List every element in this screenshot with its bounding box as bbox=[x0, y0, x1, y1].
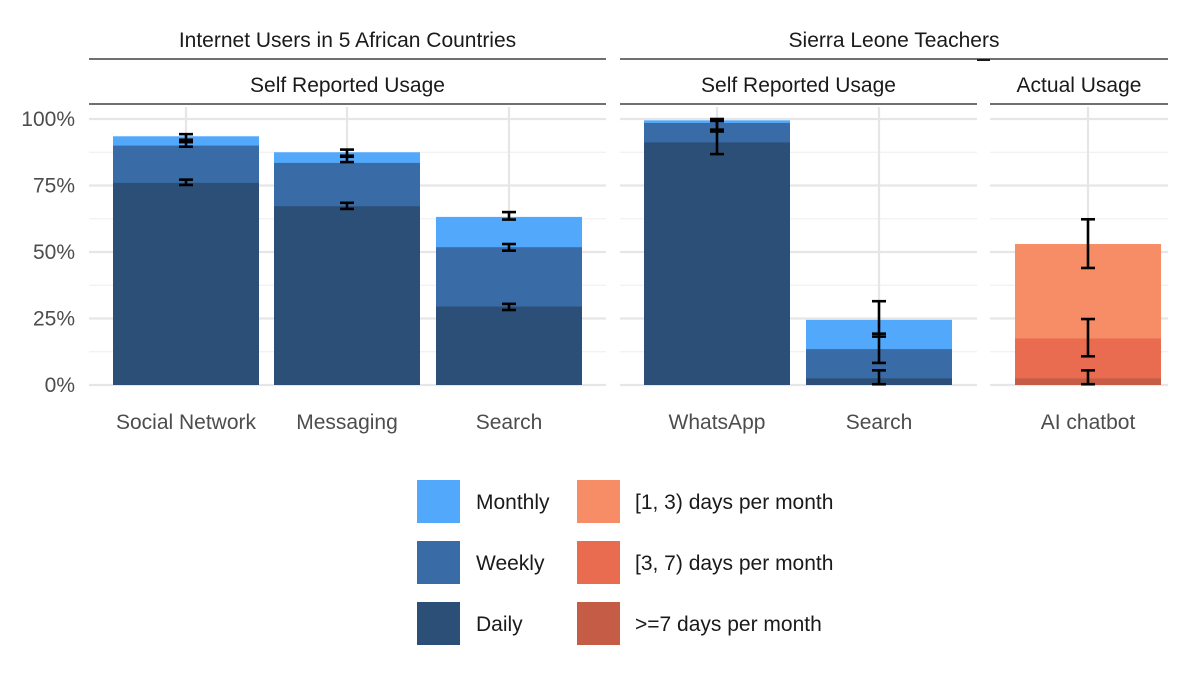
legend-label-7-days-per-month: >=7 days per month bbox=[635, 613, 822, 636]
y-tick-label-75: 75% bbox=[33, 175, 75, 198]
y-tick-label-0: 0% bbox=[45, 374, 75, 397]
error-bar-ai-chatbot-3-7-days-per-month bbox=[1081, 317, 1095, 358]
bar-group-self-reported-usage-search bbox=[806, 299, 952, 386]
header-title-1: Sierra Leone Teachers bbox=[789, 29, 1000, 52]
x-tick-label-search: Search bbox=[846, 411, 913, 434]
legend-label-3-7-days-per-month: [3, 7) days per month bbox=[635, 552, 833, 575]
legend-swatch-1-3-days-per-month bbox=[577, 480, 620, 523]
legend-item-weekly: Weekly bbox=[417, 541, 545, 584]
bar-messaging-daily bbox=[274, 206, 420, 385]
error-bar-messaging-daily bbox=[340, 201, 354, 211]
bar-group-self-reported-usage-messaging bbox=[274, 148, 420, 385]
error-bar-social-network-weekly bbox=[179, 140, 193, 148]
x-tick-label-messaging: Messaging bbox=[296, 411, 398, 434]
legend-item-monthly: Monthly bbox=[417, 480, 550, 523]
bar-search-daily bbox=[436, 306, 582, 385]
bar-group-actual-usage-ai-chatbot bbox=[1015, 217, 1161, 386]
error-bar-messaging-weekly bbox=[340, 155, 354, 164]
legend-swatch-3-7-days-per-month bbox=[577, 541, 620, 584]
x-tick-label-whatsapp: WhatsApp bbox=[669, 411, 766, 434]
strip-label-0: Self Reported Usage bbox=[250, 74, 445, 97]
error-bar-ai-chatbot-1-3-days-per-month bbox=[1081, 217, 1095, 270]
legend-swatch-weekly bbox=[417, 541, 460, 584]
bar-whatsapp-daily bbox=[644, 142, 790, 385]
legend-swatch-daily bbox=[417, 602, 460, 645]
strip-label-2: Actual Usage bbox=[1017, 74, 1142, 97]
error-bar-search-weekly bbox=[502, 242, 516, 252]
legend-label-daily: Daily bbox=[476, 613, 523, 636]
legend-label-weekly: Weekly bbox=[476, 552, 545, 575]
x-tick-label-social-network: Social Network bbox=[116, 411, 257, 434]
error-bar-ai-chatbot-7-days-per-month bbox=[1081, 369, 1095, 386]
legend-item-daily: Daily bbox=[417, 602, 523, 645]
legend-item-3-7-days-per-month: [3, 7) days per month bbox=[577, 541, 833, 584]
legend: Monthly Weekly Daily [1, 3) days per month [… bbox=[417, 480, 833, 645]
bar-group-self-reported-usage-search bbox=[436, 210, 582, 385]
legend-item-7-days-per-month: >=7 days per month bbox=[577, 602, 822, 645]
error-bar-social-network-monthly bbox=[179, 132, 193, 142]
error-bar-search-daily bbox=[502, 302, 516, 312]
error-bar-whatsapp-daily bbox=[710, 129, 724, 156]
y-tick-label-25: 25% bbox=[33, 308, 75, 331]
error-bar-search-monthly bbox=[502, 210, 516, 221]
legend-swatch-7-days-per-month bbox=[577, 602, 620, 645]
x-tick-label-search: Search bbox=[476, 411, 543, 434]
y-tick-label-100: 100% bbox=[21, 108, 75, 131]
y-tick-label-50: 50% bbox=[33, 241, 75, 264]
legend-item-1-3-days-per-month: [1, 3) days per month bbox=[577, 480, 833, 523]
bar-group-self-reported-usage-social-network bbox=[113, 132, 259, 385]
error-bar-search-daily bbox=[872, 369, 886, 386]
bar-group-self-reported-usage-whatsapp bbox=[644, 117, 790, 386]
bar-social-network-daily bbox=[113, 182, 259, 385]
legend-label-1-3-days-per-month: [1, 3) days per month bbox=[635, 491, 833, 514]
legend-swatch-monthly bbox=[417, 480, 460, 523]
header-title-0: Internet Users in 5 African Countries bbox=[179, 29, 516, 52]
error-bar-search-weekly bbox=[872, 332, 886, 365]
x-tick-label-ai-chatbot: AI chatbot bbox=[1041, 411, 1136, 434]
error-bar-social-network-daily bbox=[179, 178, 193, 187]
legend-label-monthly: Monthly bbox=[476, 491, 550, 514]
strip-label-1: Self Reported Usage bbox=[701, 74, 896, 97]
